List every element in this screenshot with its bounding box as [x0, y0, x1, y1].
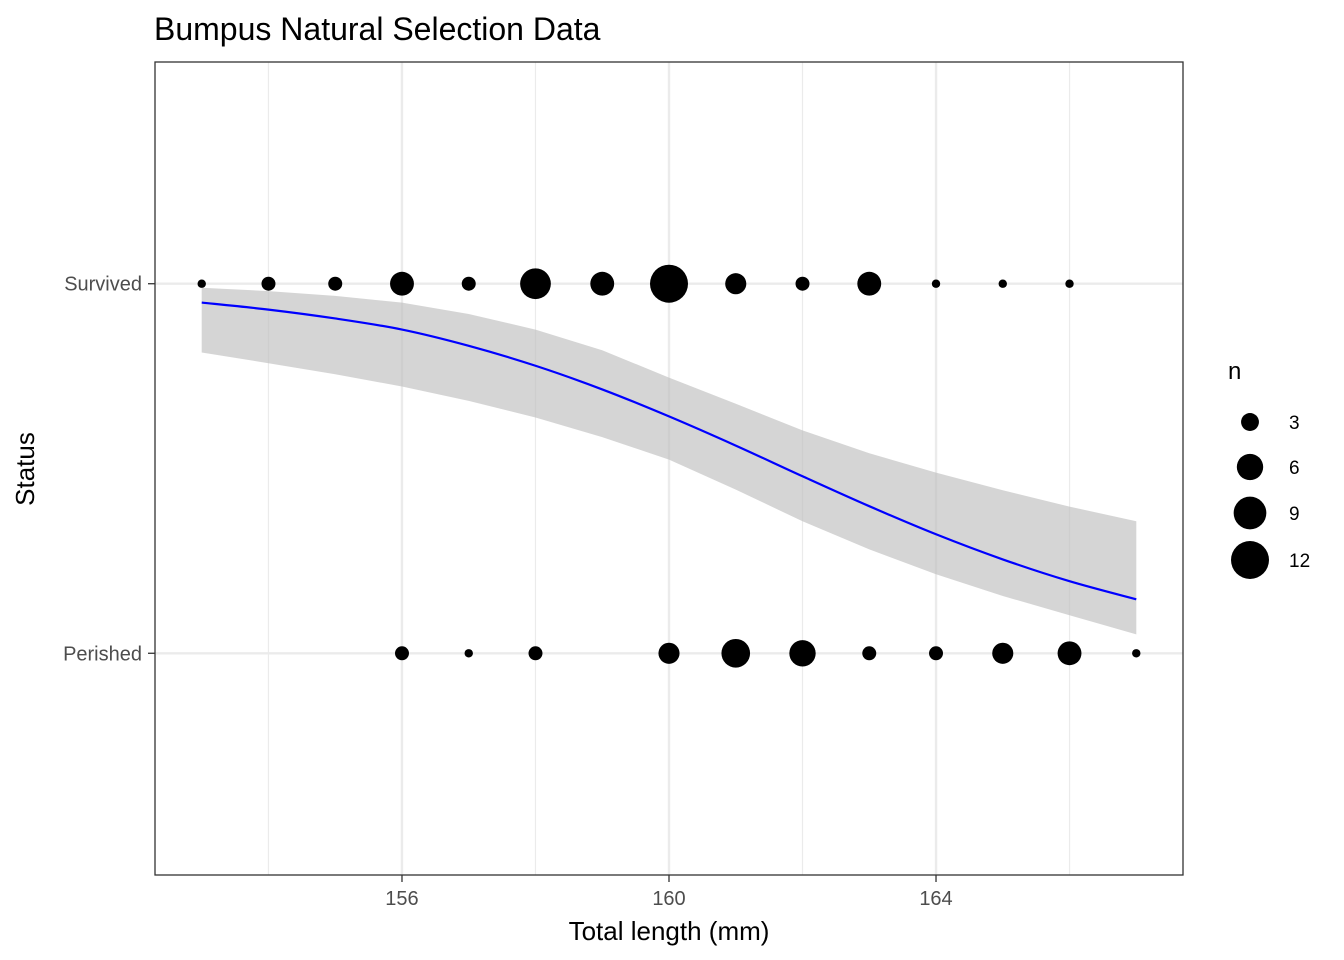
legend-key-label: 3: [1289, 413, 1300, 434]
data-point-survived: [795, 276, 810, 291]
data-point-survived: [590, 271, 615, 296]
legend-keys: 3 6 9 12: [1231, 413, 1310, 579]
logistic-fit-line: [201, 301, 1137, 601]
legend-key-label: 12: [1289, 551, 1310, 572]
x-axis: 156 160 164: [385, 875, 953, 910]
data-point-perished: [862, 646, 877, 661]
y-axis: Perished Survived: [63, 274, 155, 665]
legend-key-circle: [1233, 496, 1267, 530]
data-point-perished: [721, 638, 751, 668]
legend-key-label: 6: [1289, 458, 1300, 479]
data-point-survived: [725, 273, 747, 295]
data-points: [197, 264, 1141, 668]
data-point-survived: [328, 276, 343, 291]
data-point-perished: [929, 646, 944, 661]
data-point-perished: [1057, 641, 1082, 666]
legend-key-label: 9: [1289, 504, 1300, 525]
data-point-perished: [528, 646, 543, 661]
data-point-survived: [650, 264, 688, 303]
legend-title: n: [1228, 358, 1241, 385]
data-point-perished: [1132, 649, 1141, 658]
data-point-survived: [390, 271, 414, 296]
x-axis-title: Total length (mm): [569, 916, 770, 946]
y-tick-label: Survived: [64, 274, 142, 296]
legend-key-circle: [1236, 453, 1264, 481]
data-point-survived: [461, 276, 476, 291]
legend-key-circle: [1241, 413, 1259, 431]
data-point-survived: [857, 271, 882, 296]
data-point-survived: [1065, 279, 1074, 288]
data-point-survived: [520, 268, 551, 300]
plot-panel: [154, 61, 1184, 876]
data-point-perished: [658, 642, 680, 664]
data-point-perished: [394, 646, 409, 661]
chart-title: Bumpus Natural Selection Data: [154, 11, 601, 47]
data-point-survived: [197, 279, 206, 288]
y-tick-label: Perished: [63, 643, 142, 665]
x-tick-label: 164: [919, 888, 952, 910]
data-point-survived: [998, 279, 1007, 288]
data-point-perished: [992, 642, 1014, 664]
y-axis-title: Status: [10, 432, 40, 506]
x-tick-label: 156: [385, 888, 418, 910]
data-point-perished: [464, 649, 473, 658]
size-legend: n 3 6 9 12: [1228, 358, 1310, 579]
confidence-band: [201, 287, 1137, 635]
x-tick-label: 160: [652, 888, 685, 910]
data-point-survived: [931, 279, 941, 288]
data-point-survived: [261, 276, 276, 291]
legend-key-circle: [1231, 541, 1269, 579]
data-point-perished: [789, 640, 816, 667]
